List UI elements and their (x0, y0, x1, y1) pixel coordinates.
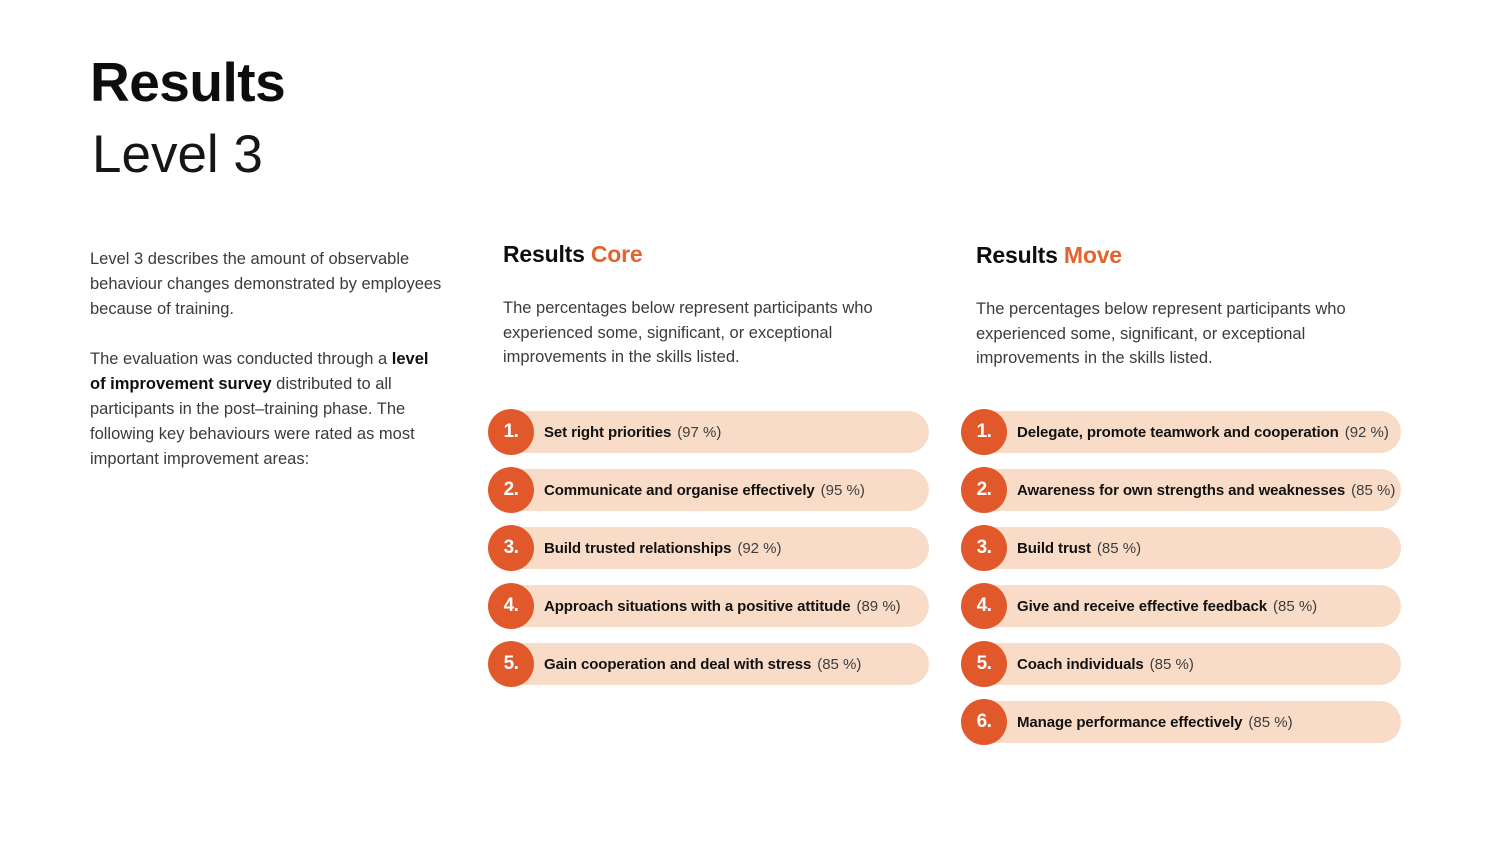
item-number-badge: 3. (961, 525, 1007, 571)
intro-paragraph-1: Level 3 describes the amount of observab… (90, 250, 442, 318)
item-value: (92 %) (1344, 423, 1389, 441)
item-label: Set right priorities (544, 423, 672, 441)
item-label: Give and receive effective feedback (1017, 597, 1267, 615)
item-value: (85 %) (1272, 597, 1318, 615)
list-item: 2. Awareness for own strengths and weakn… (961, 467, 1401, 513)
item-number-badge: 5. (488, 641, 534, 687)
intro-paragraph-2-bold: level of improvement survey (90, 350, 429, 393)
item-value: (85 %) (1096, 539, 1142, 557)
item-label: Build trusted relationships (544, 539, 732, 557)
intro-paragraph-2-suffix: distributed to all participants in the p… (90, 375, 415, 468)
item-number-badge: 2. (488, 467, 534, 513)
item-label: Manage performance effectively (1017, 713, 1243, 731)
section-description-core: The percentages below represent particip… (503, 299, 873, 367)
item-value: (85 %) (1149, 655, 1194, 673)
list-item: 5. Coach individuals (85 %) (961, 641, 1401, 687)
section-heading-core-accent: Core (590, 241, 643, 267)
item-label: Communicate and organise effectively (544, 481, 815, 499)
core-skill-list: 1. Set right priorities (97 %) 2. Commun… (488, 409, 929, 701)
list-item: 1. Set right priorities (97 %) (488, 409, 929, 455)
item-value: (85 %) (817, 655, 862, 673)
section-heading-core-main: Results (503, 241, 585, 267)
item-number-badge: 1. (488, 409, 534, 455)
item-label: Coach individuals (1017, 655, 1144, 673)
section-heading-core: Results Core (503, 241, 643, 268)
item-label: Gain cooperation and deal with stress (544, 655, 812, 673)
intro-paragraph-2-prefix: The evaluation was conducted through a (90, 350, 392, 368)
section-heading-move-main: Results (976, 242, 1058, 268)
list-item: 1. Delegate, promote teamwork and cooper… (961, 409, 1401, 455)
list-item: 4. Give and receive effective feedback (… (961, 583, 1401, 629)
page-title: Results (90, 51, 286, 113)
section-description-move: The percentages below represent particip… (976, 300, 1346, 368)
move-skill-list: 1. Delegate, promote teamwork and cooper… (961, 409, 1401, 759)
item-number-badge: 4. (961, 583, 1007, 629)
item-value: (85 %) (1248, 713, 1293, 731)
item-number-badge: 4. (488, 583, 534, 629)
item-number-badge: 6. (961, 699, 1007, 745)
section-heading-move: Results Move (976, 242, 1122, 269)
item-value: (95 %) (820, 481, 865, 499)
item-number-badge: 2. (961, 467, 1007, 513)
item-label: Build trust (1017, 539, 1091, 557)
list-item: 5. Gain cooperation and deal with stress… (488, 641, 929, 687)
item-value: (89 %) (856, 597, 901, 615)
page-subtitle: Level 3 (92, 125, 263, 184)
item-number-badge: 3. (488, 525, 534, 571)
list-item: 3. Build trust (85 %) (961, 525, 1401, 571)
item-value: (97 %) (677, 423, 722, 441)
section-heading-move-accent: Move (1063, 242, 1122, 268)
intro-paragraph-2: The evaluation was conducted through a l… (90, 347, 442, 472)
list-item: 2. Communicate and organise effectively … (488, 467, 929, 513)
intro-text: Level 3 describes the amount of observab… (90, 247, 442, 472)
list-item: 3. Build trusted relationships (92 %) (488, 525, 929, 571)
item-label: Approach situations with a positive atti… (544, 597, 851, 615)
item-label: Delegate, promote teamwork and cooperati… (1017, 423, 1339, 441)
item-number-badge: 1. (961, 409, 1007, 455)
list-item: 4. Approach situations with a positive a… (488, 583, 929, 629)
item-value: (85 %) (1351, 481, 1396, 499)
list-item: 6. Manage performance effectively (85 %) (961, 699, 1401, 745)
item-number-badge: 5. (961, 641, 1007, 687)
item-label: Awareness for own strengths and weakness… (1017, 481, 1346, 499)
item-value: (92 %) (737, 539, 782, 557)
